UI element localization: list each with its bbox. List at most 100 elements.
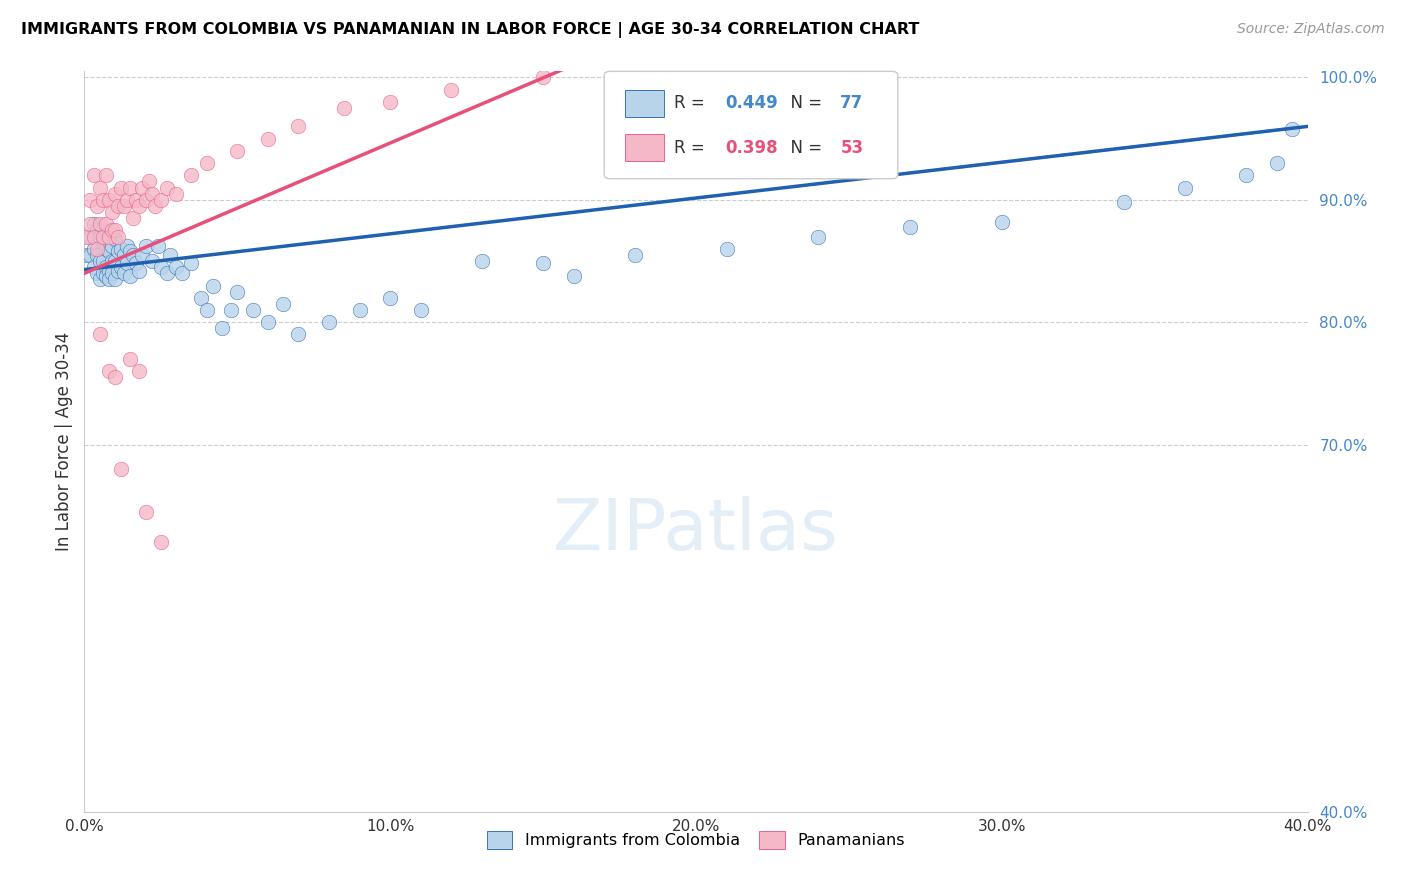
Point: [226, 285, 249, 299]
Point: [104, 223, 127, 237]
Point: [76, 248, 98, 262]
Text: R =: R =: [673, 95, 710, 112]
Point: [1114, 195, 1136, 210]
Point: [91, 235, 114, 250]
Point: [531, 70, 554, 85]
Point: [120, 244, 142, 259]
Point: [1174, 180, 1197, 194]
Point: [219, 303, 242, 318]
Point: [76, 229, 98, 244]
Point: [380, 291, 402, 305]
Legend: Immigrants from Colombia, Panamanians: Immigrants from Colombia, Panamanians: [481, 824, 911, 855]
Text: Source: ZipAtlas.com: Source: ZipAtlas.com: [1237, 22, 1385, 37]
FancyBboxPatch shape: [626, 135, 664, 161]
Point: [141, 254, 163, 268]
Point: [94, 268, 117, 283]
FancyBboxPatch shape: [626, 90, 664, 117]
Point: [128, 364, 150, 378]
Point: [180, 169, 202, 183]
Text: ZIPatlas: ZIPatlas: [553, 496, 839, 565]
Point: [107, 264, 129, 278]
Point: [101, 223, 124, 237]
Point: [125, 256, 148, 270]
Point: [226, 144, 249, 158]
Point: [86, 266, 108, 280]
Text: N =: N =: [780, 95, 828, 112]
Point: [172, 266, 194, 280]
Point: [89, 229, 111, 244]
Point: [110, 462, 132, 476]
Point: [86, 242, 108, 256]
Point: [79, 217, 101, 231]
Point: [1236, 169, 1258, 183]
Point: [94, 242, 117, 256]
Point: [91, 193, 114, 207]
Point: [149, 535, 172, 549]
Point: [104, 186, 127, 201]
Point: [138, 174, 160, 188]
Point: [271, 297, 294, 311]
Point: [143, 199, 166, 213]
Point: [257, 131, 280, 145]
Point: [110, 260, 132, 275]
Point: [83, 229, 105, 244]
Point: [165, 260, 187, 275]
Point: [257, 315, 280, 329]
Point: [195, 303, 218, 318]
Point: [104, 254, 127, 268]
Point: [135, 505, 157, 519]
Point: [122, 248, 145, 262]
Point: [101, 266, 124, 280]
Point: [128, 264, 150, 278]
Point: [97, 364, 120, 378]
Point: [86, 223, 108, 237]
Point: [131, 180, 153, 194]
Text: 77: 77: [841, 95, 863, 112]
Point: [89, 254, 111, 268]
Text: IMMIGRANTS FROM COLOMBIA VS PANAMANIAN IN LABOR FORCE | AGE 30-34 CORRELATION CH: IMMIGRANTS FROM COLOMBIA VS PANAMANIAN I…: [21, 22, 920, 38]
Point: [94, 260, 117, 275]
Point: [89, 272, 111, 286]
Point: [89, 217, 111, 231]
Point: [898, 219, 921, 234]
Point: [104, 370, 127, 384]
Point: [91, 266, 114, 280]
Point: [115, 256, 138, 270]
Point: [135, 193, 157, 207]
Point: [86, 199, 108, 213]
Point: [242, 303, 264, 318]
Point: [333, 101, 356, 115]
Point: [716, 242, 738, 256]
Point: [562, 268, 585, 283]
Point: [110, 242, 132, 256]
Point: [97, 244, 120, 259]
Point: [115, 193, 138, 207]
Point: [149, 260, 172, 275]
Point: [86, 248, 108, 262]
Point: [165, 186, 187, 201]
Point: [146, 239, 169, 253]
Text: R =: R =: [673, 138, 710, 157]
Point: [211, 321, 233, 335]
Point: [380, 95, 402, 109]
Point: [89, 327, 111, 342]
Text: N =: N =: [780, 138, 828, 157]
Point: [180, 256, 202, 270]
Point: [131, 248, 153, 262]
Point: [120, 268, 142, 283]
Point: [112, 199, 135, 213]
Point: [101, 254, 124, 268]
Point: [112, 248, 135, 262]
Point: [1265, 156, 1288, 170]
Point: [79, 229, 101, 244]
Point: [110, 180, 132, 194]
Point: [104, 272, 127, 286]
Point: [107, 229, 129, 244]
Point: [94, 217, 117, 231]
Point: [471, 254, 494, 268]
Point: [141, 186, 163, 201]
Point: [97, 264, 120, 278]
Y-axis label: In Labor Force | Age 30-34: In Labor Force | Age 30-34: [55, 332, 73, 551]
Point: [159, 248, 181, 262]
Point: [1281, 121, 1303, 136]
